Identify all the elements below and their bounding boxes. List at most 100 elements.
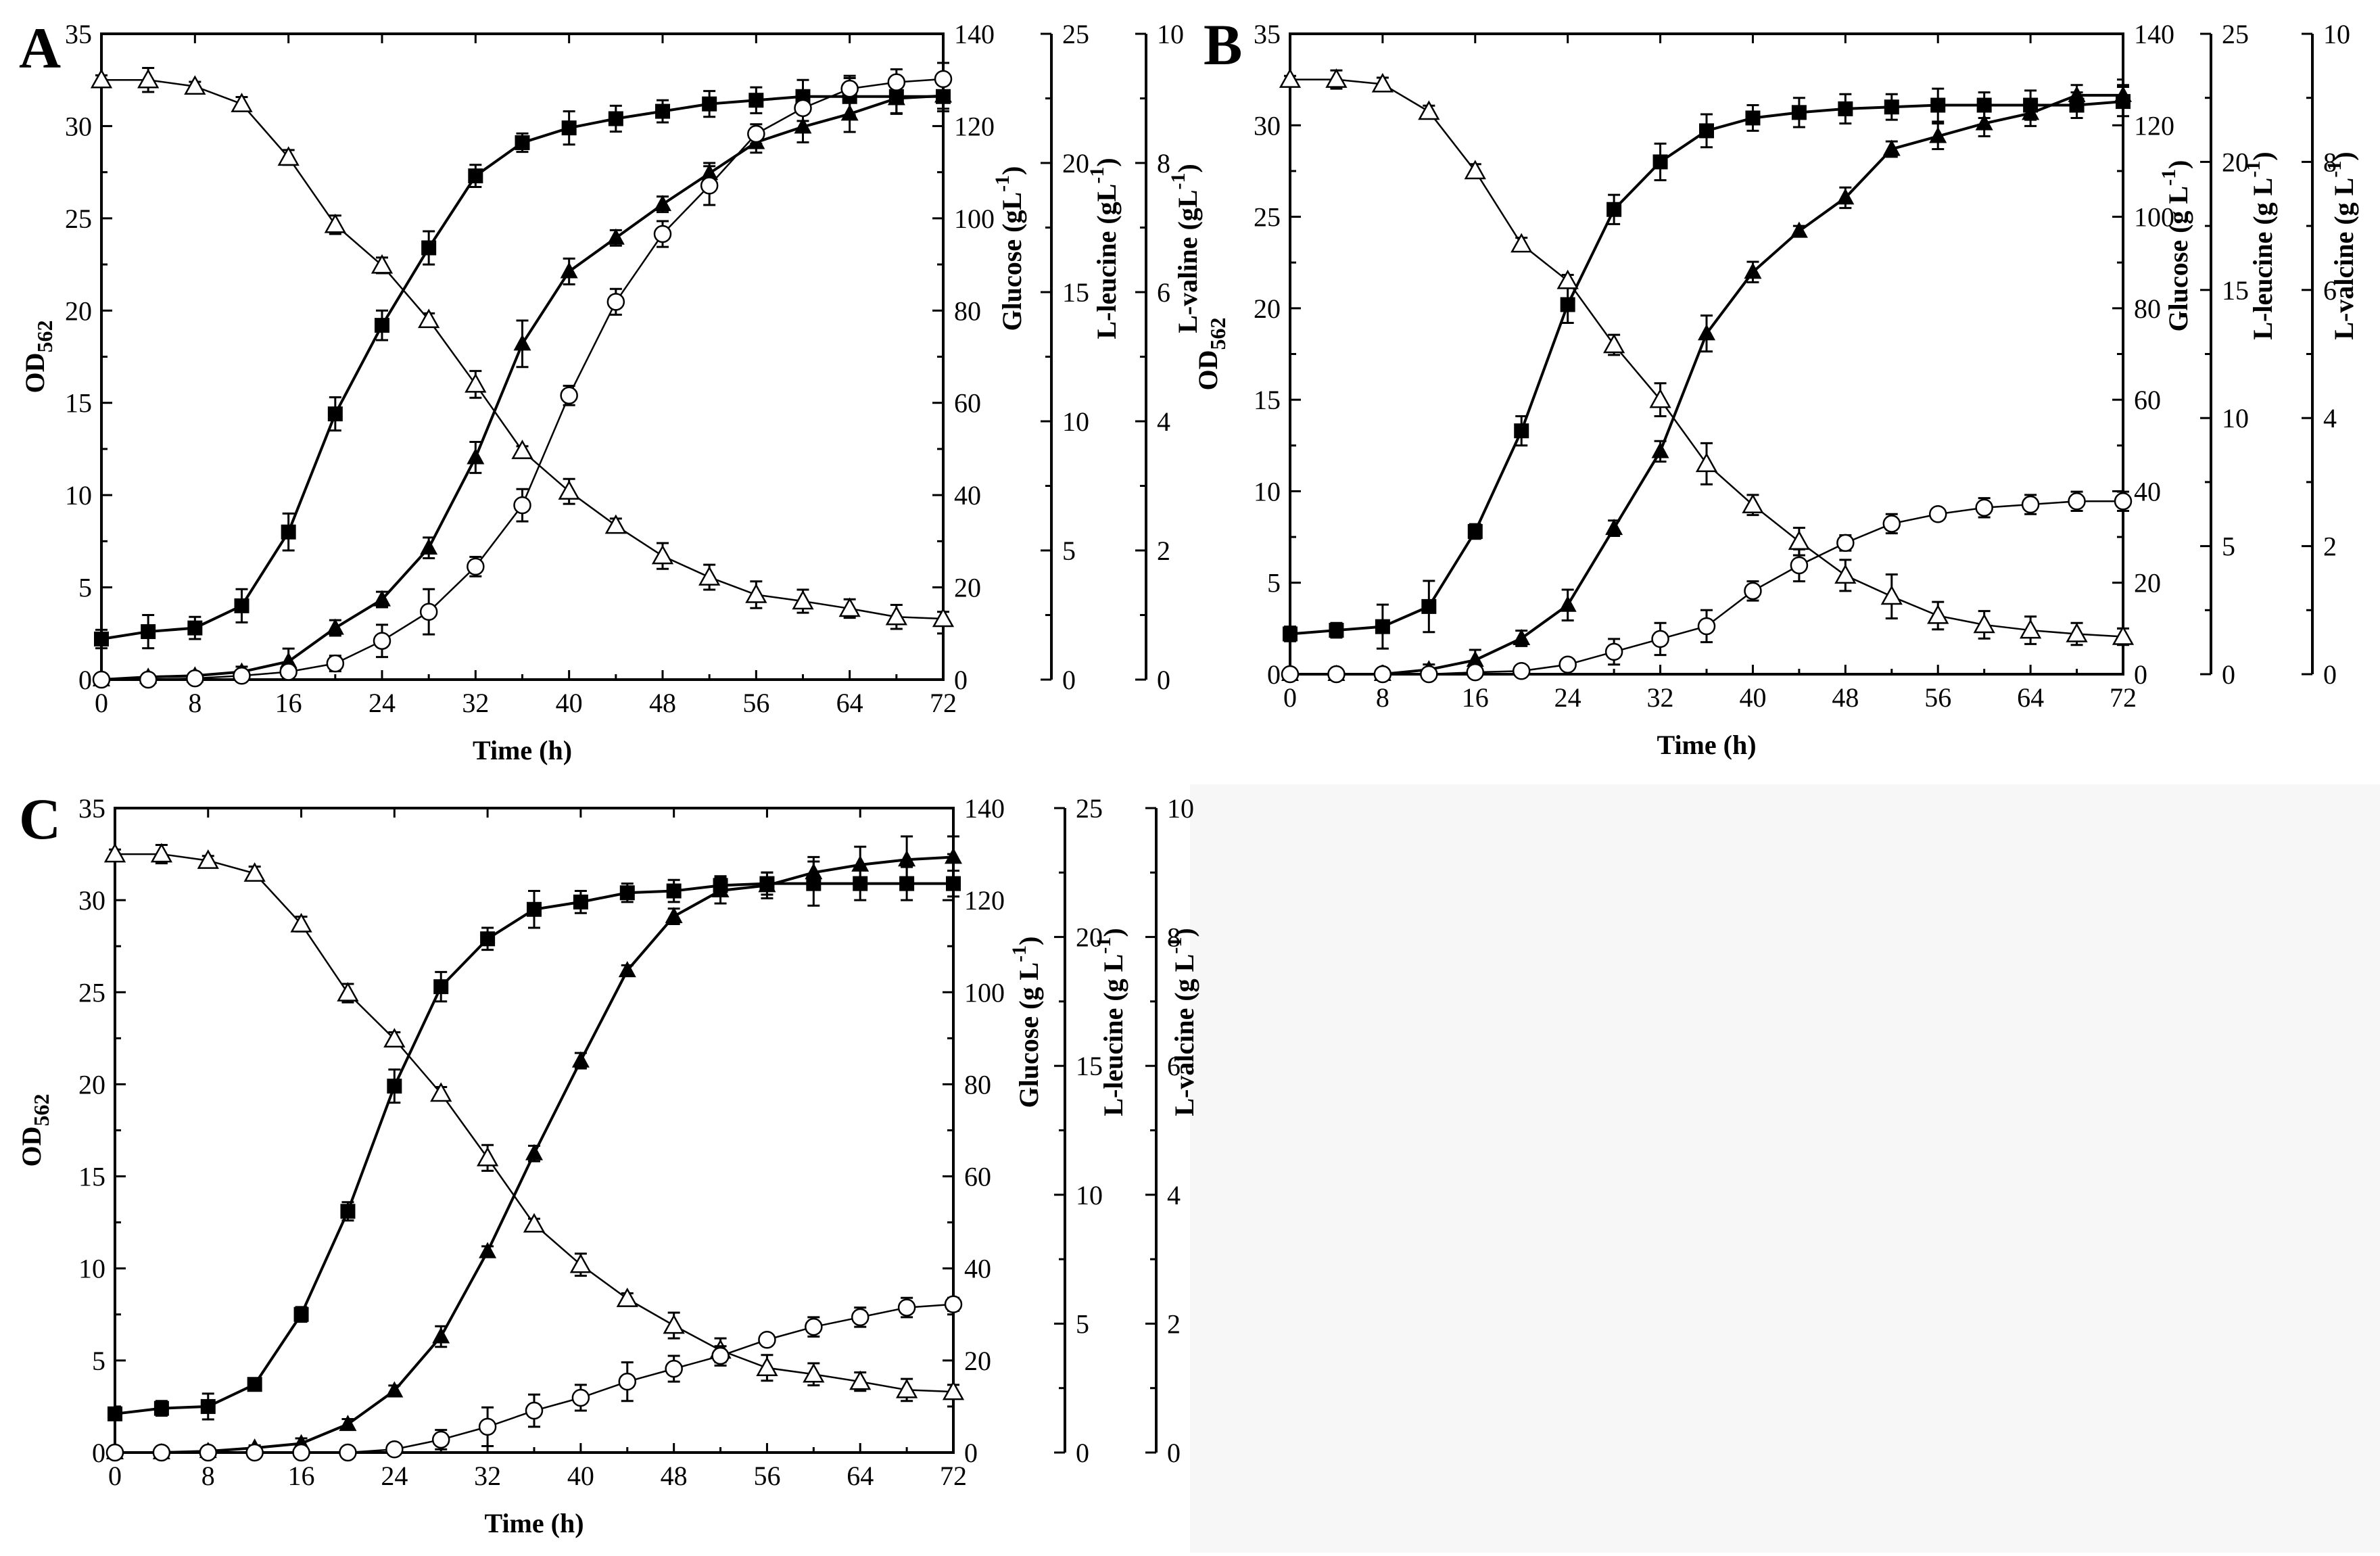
data-point (698, 566, 721, 586)
data-point (108, 1406, 122, 1421)
y-axis-title-end: ) (1091, 158, 1122, 166)
y-tick-label: 4 (2323, 403, 2337, 433)
data-point (199, 1443, 218, 1462)
y-tick-label: 10 (1254, 476, 1281, 506)
data-point (187, 620, 203, 636)
x-tick-label: 64 (836, 688, 863, 718)
data-point (665, 907, 683, 924)
data-point (231, 93, 253, 112)
data-point (1698, 324, 1715, 341)
y-tick-label: 40 (954, 480, 981, 511)
x-tick-label: 0 (95, 688, 108, 718)
y-tick-label: 20 (65, 296, 92, 326)
data-point (2068, 492, 2086, 511)
x-tick-label: 40 (567, 1461, 594, 1491)
data-point (1279, 68, 1302, 88)
y-axis-title-superscript: -1 (1086, 167, 1108, 184)
data-point (618, 961, 636, 978)
y-axis-title-text: Glucose (g L (2163, 186, 2193, 332)
y-tick-label: 8 (1157, 148, 1170, 179)
y-tick-label: 20 (964, 1346, 991, 1376)
data-point (616, 1288, 638, 1307)
y-tick-label: 60 (2134, 385, 2161, 415)
x-tick-label: 56 (753, 1461, 780, 1491)
data-point (373, 632, 391, 650)
data-point (1560, 297, 1575, 312)
y-axis-title-text: L-leucine (g L (1098, 954, 1128, 1116)
x-tick-label: 24 (381, 1461, 408, 1491)
y-tick-label: 20 (78, 1069, 105, 1100)
data-point (561, 120, 577, 136)
data-point (1513, 628, 1531, 645)
data-point (326, 654, 345, 673)
y-tick-label: 25 (78, 977, 105, 1008)
data-point (1329, 623, 1344, 638)
y-tick-label: 15 (2222, 275, 2249, 306)
y-tick-label: 140 (2134, 19, 2174, 49)
y-tick-label: 10 (1167, 793, 1194, 824)
y-axis-title: L-valcine (g L-1) (1164, 928, 1199, 1116)
y-tick-label: 15 (1062, 277, 1089, 308)
series-line (1290, 500, 2123, 676)
data-point (1788, 530, 1811, 550)
y-axis-leucine: 0 5 10 15 20 25 L-leucine (g L-1) (1054, 793, 1128, 1468)
data-point (1606, 202, 1622, 217)
y-axis-title-end: ) (1014, 937, 1044, 945)
data-point (756, 1357, 778, 1376)
y-tick-label: 20 (1062, 148, 1089, 179)
y-tick-label: 5 (92, 1346, 105, 1376)
y-axis-glucose: 0 20 40 60 80 100 120 140 Glucose (g L-1) (2112, 19, 2193, 690)
data-point (1884, 99, 1899, 115)
data-point (478, 1417, 497, 1436)
y-tick-label: 0 (1062, 665, 1076, 695)
y-axis-leucine: 0 5 10 15 20 25 L-leucine (gL-1) (1041, 19, 1122, 695)
data-point (421, 240, 437, 256)
y-axis-title-text: L-leucine (g L (2247, 178, 2278, 340)
data-point (840, 104, 859, 121)
data-point (1791, 105, 1807, 120)
data-point (1558, 595, 1577, 612)
data-point (1602, 333, 1625, 354)
data-point (711, 1346, 730, 1365)
data-point (1975, 114, 1993, 131)
x-tick-label: 40 (1739, 682, 1766, 713)
y-axis-title: L-leucine (g L-1) (1093, 928, 1128, 1116)
y-tick-label: 0 (1157, 665, 1170, 695)
y-tick-label: 15 (1076, 1051, 1103, 1081)
data-point (430, 1082, 452, 1102)
x-tick-label: 32 (1647, 682, 1674, 713)
data-point (1651, 630, 1669, 649)
y-axis-valine: 0 2 4 6 8 10 L-valine (gL-1) (1135, 19, 1203, 695)
y-tick-label: 6 (2323, 275, 2337, 306)
y-axis-title-subscript: 562 (32, 321, 57, 353)
data-point (432, 1327, 450, 1344)
data-point (1745, 110, 1761, 126)
data-point (944, 1295, 963, 1314)
x-tick-label: 0 (108, 1461, 122, 1491)
data-point (1927, 604, 1949, 624)
y-axis-title-end: ) (2247, 151, 2278, 160)
y-tick-label: 4 (1167, 1180, 1181, 1210)
y-tick-label: 35 (78, 793, 105, 824)
y-tick-label: 0 (1167, 1438, 1181, 1468)
x-tick-label: 72 (940, 1461, 967, 1491)
y-tick-label: 30 (78, 885, 105, 916)
series-line (1290, 78, 2124, 638)
series-line (115, 853, 954, 1393)
panel-label: B (1204, 12, 1242, 77)
y-tick-label: 0 (964, 1438, 978, 1468)
y-axis-title-text: OD (20, 353, 50, 394)
y-axis-title: OD562 (16, 1094, 53, 1167)
data-point (1838, 101, 1853, 116)
y-tick-label: 5 (1062, 536, 1076, 566)
x-tick-label: 16 (1462, 682, 1489, 713)
data-point (700, 176, 719, 195)
series-od562 (108, 860, 961, 1421)
data-point (1834, 564, 1857, 584)
data-point (293, 1306, 309, 1322)
data-point (1882, 515, 1901, 533)
data-point (200, 1398, 216, 1414)
data-point (2114, 492, 2133, 511)
